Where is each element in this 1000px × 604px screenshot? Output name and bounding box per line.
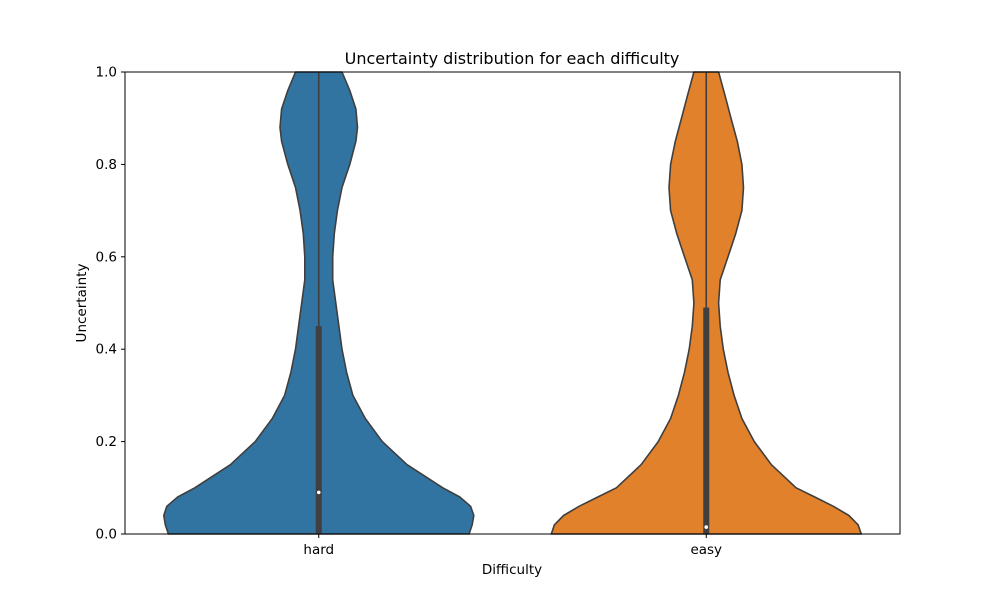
x-axis: hard easy (303, 534, 722, 558)
x-tick-label-hard: hard (303, 542, 334, 558)
violin-iqr-box-easy (703, 307, 710, 534)
violin-median-easy (704, 525, 709, 529)
y-tick-label: 0.8 (96, 157, 117, 173)
violin-iqr-box-hard (315, 326, 322, 534)
y-tick-label: 0.6 (96, 249, 117, 265)
violin-median-hard (316, 490, 321, 495)
y-axis-label: Uncertainty (74, 264, 90, 343)
x-tick-label-easy: easy (690, 542, 722, 558)
y-tick-label: 0.4 (96, 342, 117, 358)
y-tick-label: 0.0 (96, 527, 117, 543)
y-tick-label: 1.0 (96, 65, 117, 81)
y-tick-label: 0.2 (96, 434, 117, 450)
plot-frame (124, 71, 901, 535)
x-axis-label: Difficulty (482, 562, 542, 578)
y-axis: 0.0 0.2 0.4 0.6 0.8 1.0 (96, 65, 125, 543)
chart-title: Uncertainty distribution for each diffic… (345, 49, 680, 68)
